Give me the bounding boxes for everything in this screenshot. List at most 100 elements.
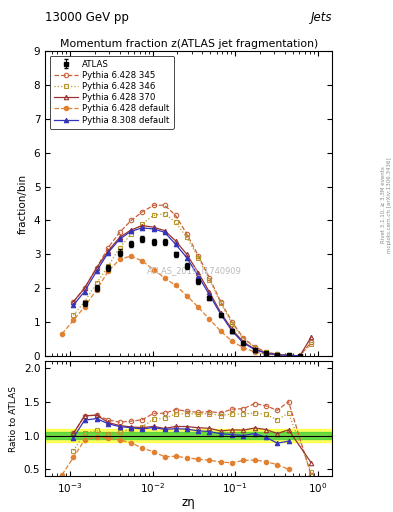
Pythia 6.428 default <box>241 457 246 463</box>
Pythia 6.428 346 <box>184 234 189 241</box>
Pythia 6.428 default <box>298 353 302 359</box>
Text: ATLAS_2019_I1740909: ATLAS_2019_I1740909 <box>147 266 242 275</box>
Pythia 6.428 default <box>275 461 280 467</box>
Pythia 8.308 default <box>162 426 167 433</box>
Pythia 6.428 345 <box>118 229 122 236</box>
Pythia 6.428 346 <box>71 447 76 454</box>
Pythia 8.308 default <box>162 229 167 236</box>
Pythia 6.428 345 <box>184 408 189 414</box>
Pythia 6.428 default <box>196 456 201 462</box>
Pythia 6.428 346 <box>196 411 201 417</box>
Pythia 8.308 default <box>71 302 76 308</box>
Pythia 6.428 default <box>118 437 122 443</box>
Pythia 6.428 345 <box>82 285 87 291</box>
Pythia 6.428 345 <box>151 410 156 416</box>
Pythia 6.428 345 <box>196 409 201 415</box>
Pythia 6.428 346 <box>162 415 167 421</box>
Pythia 6.428 345 <box>129 218 134 224</box>
Pythia 6.428 346 <box>230 411 234 417</box>
Pythia 6.428 345 <box>118 419 122 425</box>
Pythia 8.308 default <box>151 424 156 431</box>
Pythia 6.428 346 <box>207 276 212 283</box>
Pythia 6.428 345 <box>162 202 167 208</box>
Text: mcplots.cern.ch [arXiv:1306.3436]: mcplots.cern.ch [arXiv:1306.3436] <box>387 157 391 252</box>
Pythia 6.428 346 <box>140 221 145 227</box>
Pythia 6.428 346 <box>118 429 122 435</box>
Pythia 6.428 346 <box>151 212 156 219</box>
Pythia 6.428 346 <box>275 351 280 357</box>
Pythia 6.428 default <box>129 253 134 259</box>
Pythia 6.428 346 <box>275 417 280 423</box>
Pythia 8.308 default <box>184 254 189 261</box>
Pythia 8.308 default <box>71 435 76 441</box>
Pythia 6.428 370 <box>196 270 201 276</box>
Pythia 6.428 default <box>264 351 268 357</box>
Pythia 6.428 345 <box>106 244 110 250</box>
Pythia 6.428 default <box>241 345 246 351</box>
Pythia 6.428 default <box>196 304 201 310</box>
Pythia 8.308 default <box>207 292 212 298</box>
Pythia 6.428 346 <box>118 244 122 250</box>
Y-axis label: Ratio to ATLAS: Ratio to ATLAS <box>9 386 18 452</box>
Pythia 6.428 346 <box>94 280 99 286</box>
Pythia 6.428 346 <box>106 431 110 437</box>
Pythia 6.428 346 <box>286 352 291 358</box>
Pythia 8.308 default <box>94 416 99 422</box>
Pythia 6.428 345 <box>184 231 189 237</box>
Pythia 6.428 370 <box>241 339 246 345</box>
Pythia 6.428 346 <box>162 210 167 217</box>
Pythia 6.428 346 <box>196 254 201 261</box>
Pythia 8.308 default <box>230 328 234 334</box>
Pythia 6.428 370 <box>230 326 234 332</box>
Pythia 6.428 370 <box>140 222 145 228</box>
Pythia 6.428 345 <box>173 407 178 413</box>
Pythia 6.428 default <box>118 257 122 263</box>
Pythia 6.428 346 <box>106 263 110 269</box>
Pythia 6.428 345 <box>94 412 99 418</box>
Pythia 6.428 346 <box>151 416 156 422</box>
Pythia 8.308 default <box>94 268 99 274</box>
Pythia 6.428 345 <box>94 265 99 271</box>
Pythia 6.428 345 <box>82 413 87 419</box>
Pythia 6.428 370 <box>207 425 212 432</box>
Pythia 6.428 default <box>219 328 223 334</box>
Pythia 6.428 370 <box>196 425 201 431</box>
Pythia 6.428 370 <box>94 412 99 418</box>
Pythia 6.428 346 <box>241 336 246 342</box>
Text: Jets: Jets <box>310 11 332 25</box>
Pythia 8.308 default <box>207 429 212 435</box>
Pythia 6.428 default <box>286 466 291 473</box>
Pythia 6.428 346 <box>71 312 76 318</box>
Pythia 6.428 345 <box>129 418 134 424</box>
Pythia 8.308 default <box>196 428 201 434</box>
Pythia 6.428 345 <box>252 344 257 350</box>
Pythia 6.428 default <box>82 304 87 310</box>
Pythia 6.428 345 <box>230 406 234 412</box>
Pythia 6.428 370 <box>162 425 167 432</box>
Pythia 6.428 345 <box>275 407 280 413</box>
Pythia 8.308 default <box>140 225 145 231</box>
Pythia 6.428 346 <box>230 321 234 327</box>
Pythia 6.428 default <box>184 292 189 298</box>
Pythia 6.428 345 <box>264 349 268 355</box>
Pythia 6.428 370 <box>82 285 87 291</box>
Pythia 6.428 345 <box>173 212 178 219</box>
Pythia 6.428 370 <box>129 424 134 430</box>
Pythia 6.428 default <box>207 457 212 463</box>
Bar <box>45 432 332 439</box>
Pythia 6.428 346 <box>173 219 178 225</box>
Pythia 6.428 346 <box>129 426 134 433</box>
Pythia 6.428 370 <box>106 248 110 254</box>
Pythia 6.428 345 <box>71 431 76 437</box>
Pythia 6.428 370 <box>230 427 234 433</box>
Pythia 6.428 default <box>230 338 234 345</box>
Pythia 6.428 345 <box>309 472 314 478</box>
Pythia 6.428 346 <box>140 423 145 430</box>
Pythia 6.428 default <box>173 282 178 288</box>
Pythia 6.428 346 <box>309 469 314 475</box>
Pythia 6.428 346 <box>173 411 178 417</box>
Pythia 6.428 346 <box>219 413 223 419</box>
Pythia 6.428 346 <box>298 353 302 359</box>
Line: Pythia 8.308 default: Pythia 8.308 default <box>71 226 302 358</box>
Pythia 6.428 default <box>140 258 145 264</box>
